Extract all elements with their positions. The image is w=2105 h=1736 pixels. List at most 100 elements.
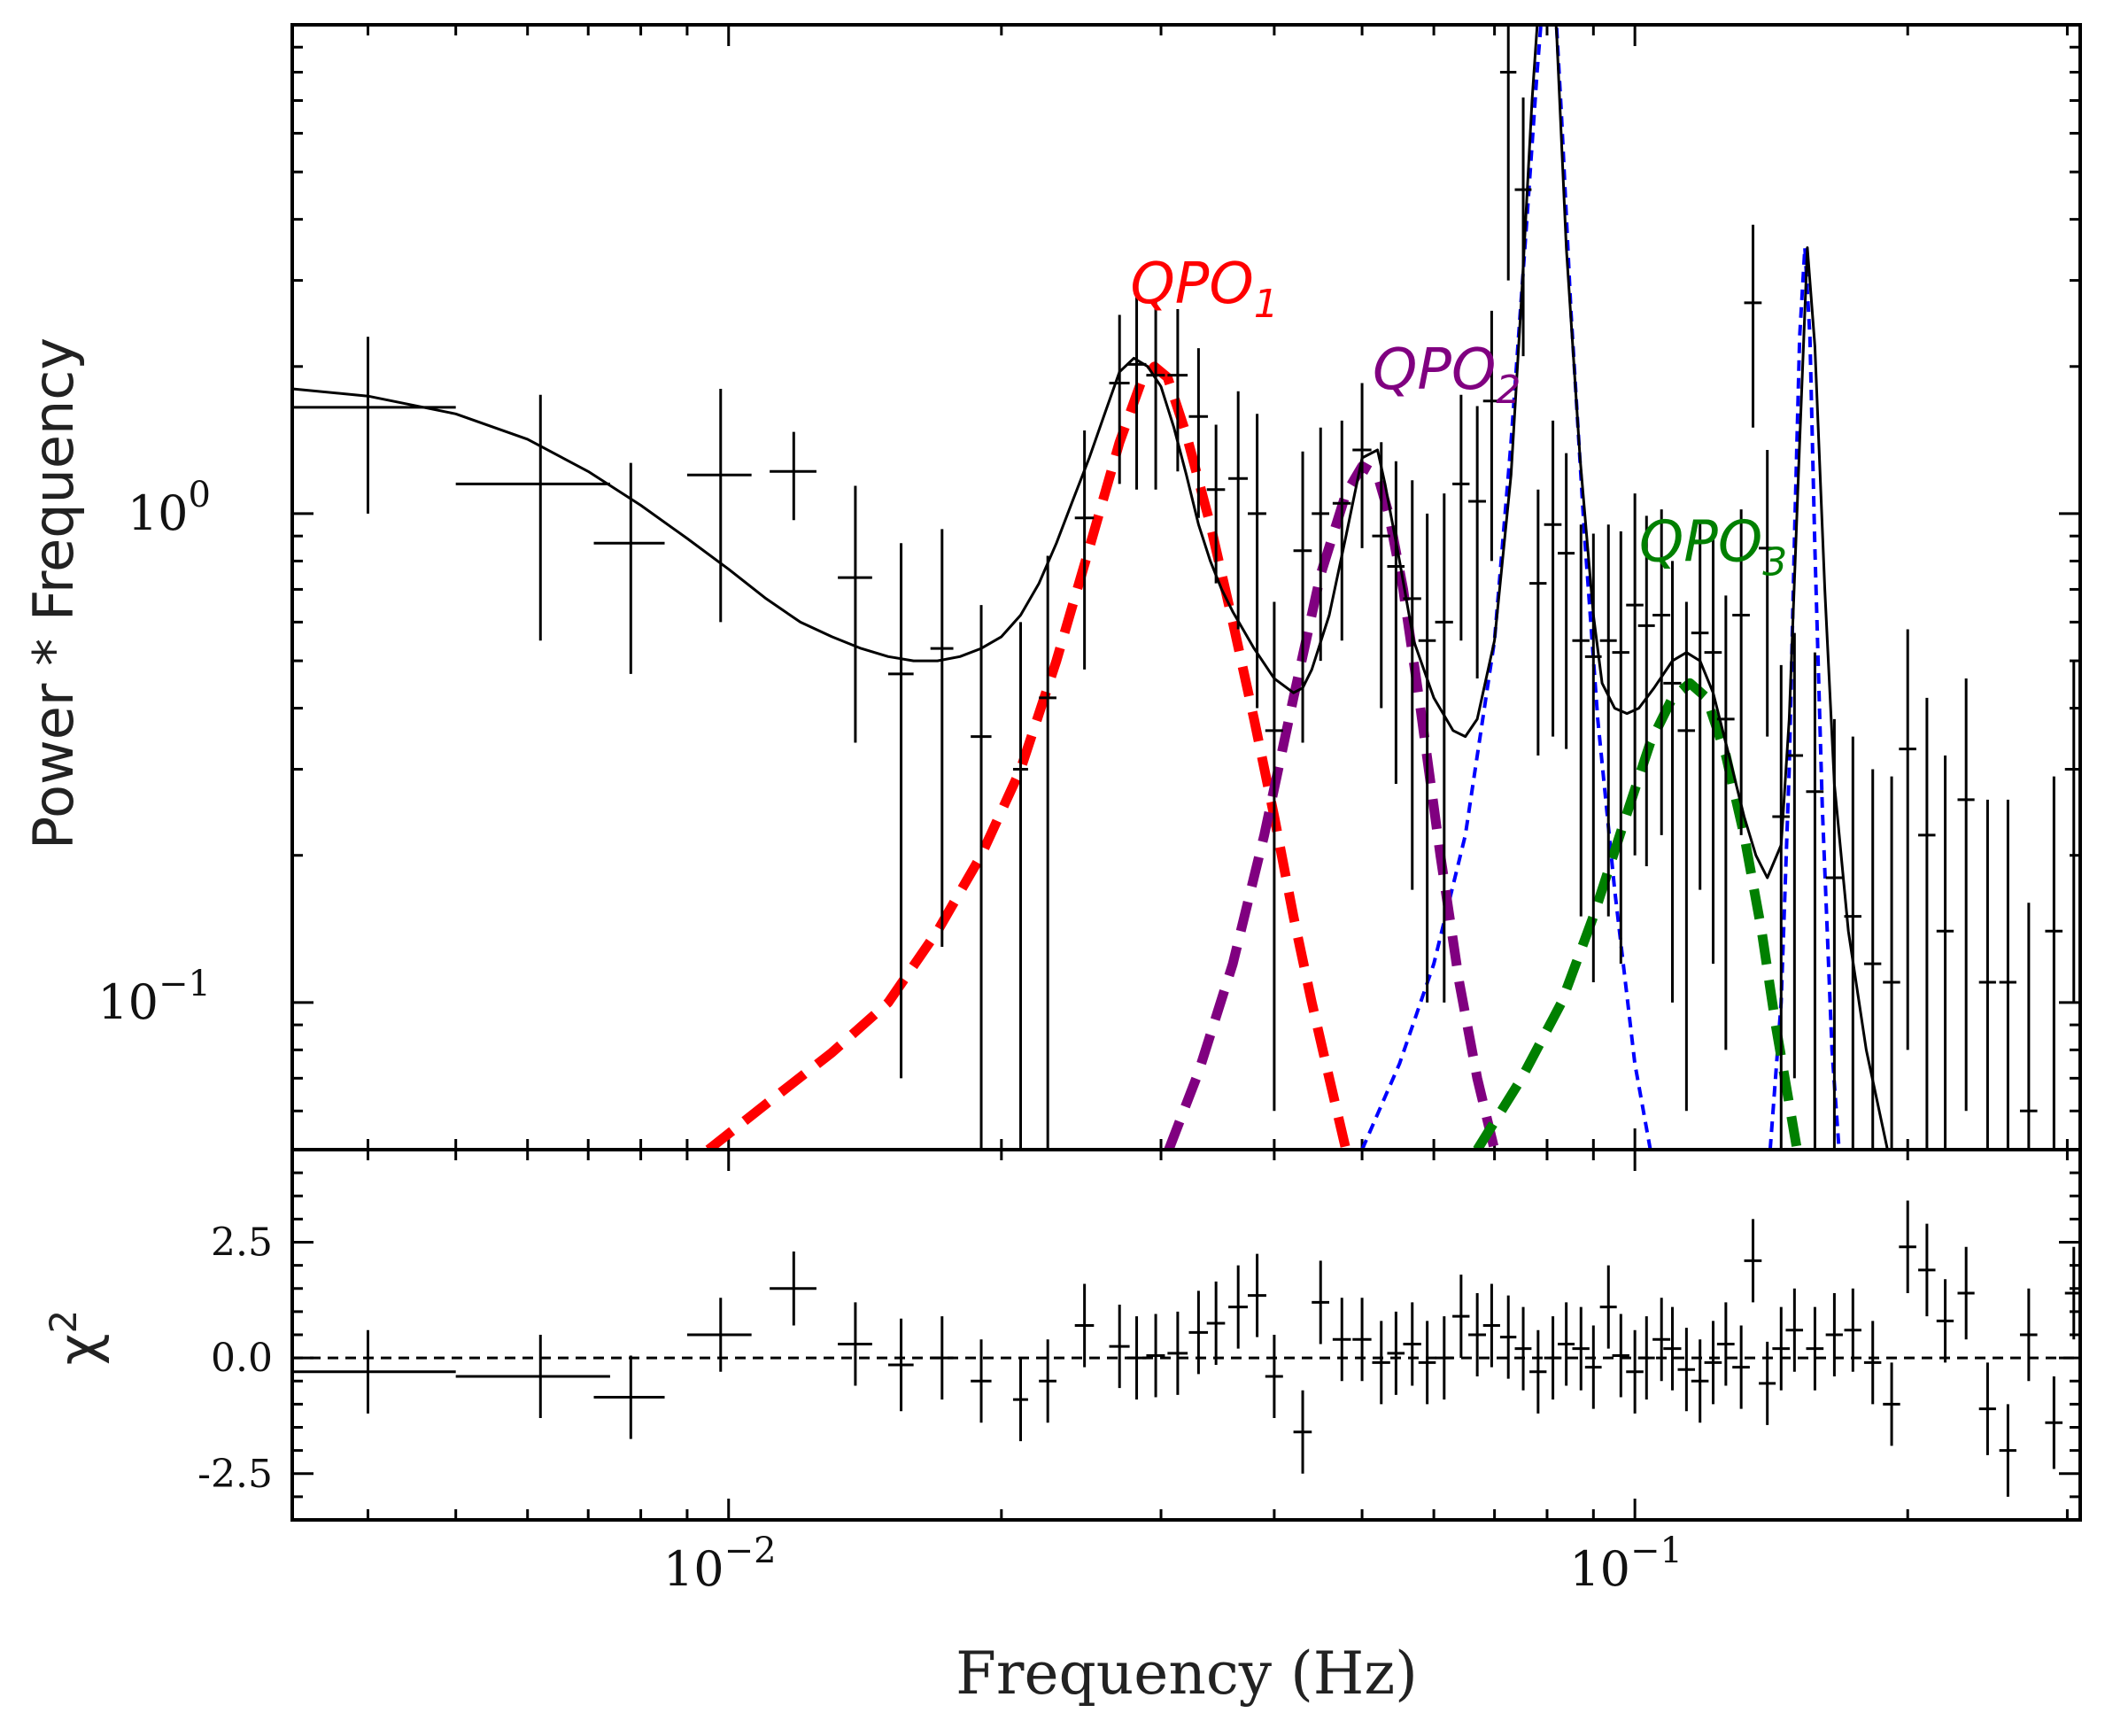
residuals-ticks <box>292 1150 2080 1520</box>
residual-point <box>1626 1329 1644 1414</box>
residual-point <box>1228 1265 1249 1349</box>
residual-point <box>292 1329 456 1414</box>
residual-y-tick-label: 0.0 <box>211 1336 273 1381</box>
residual-point <box>1039 1339 1056 1423</box>
residual-point <box>2045 1376 2063 1469</box>
data-point <box>1039 555 1056 1150</box>
residual-point <box>1529 1329 1547 1414</box>
data-point <box>593 462 665 674</box>
residual-y-tick-label: -2.5 <box>197 1452 273 1497</box>
data-point <box>1206 424 1226 584</box>
data-point <box>1785 632 1804 1079</box>
data-point <box>1468 406 1486 679</box>
residual-point <box>1499 1295 1517 1379</box>
residual-point <box>1514 1306 1532 1391</box>
residuals-y-axis-title: χ2 <box>42 1310 111 1366</box>
y-tick-label-base: 10 <box>97 974 159 1030</box>
data-point <box>1918 697 1936 1150</box>
qpo-annotation: QPO3 <box>1639 509 1787 585</box>
data-point <box>1806 652 1824 1150</box>
residual-point <box>1772 1306 1790 1391</box>
residual-point <box>838 1302 872 1386</box>
data-point <box>1265 601 1283 1112</box>
spectrum-plot-frame <box>290 23 2082 1151</box>
data-point <box>1074 430 1095 670</box>
residual-point <box>1716 1302 1735 1386</box>
residual-point <box>1883 1362 1900 1446</box>
qpo-annotation: QPO2 <box>1373 337 1521 413</box>
residual-point <box>1387 1311 1405 1395</box>
qpo-annotation-text: QPO <box>1130 252 1253 317</box>
residual-point <box>1918 1223 1936 1317</box>
data-point <box>1167 309 1188 472</box>
qpo1-curve <box>705 361 1351 1150</box>
data-point <box>686 389 752 623</box>
residual-point <box>1435 1316 1453 1400</box>
data-point <box>1637 515 1655 867</box>
residual-point <box>1652 1298 1671 1382</box>
y-tick-label: 10−1 <box>97 964 211 1030</box>
data-point <box>1514 97 1532 357</box>
residual-point <box>1999 1404 2016 1497</box>
residual-point <box>1109 1305 1130 1389</box>
data-point <box>887 543 914 1079</box>
x-tick-label-exponent: −1 <box>1630 1531 1683 1571</box>
data-point <box>1403 480 1421 890</box>
residual-point <box>1372 1321 1390 1405</box>
residual-point <box>1126 1316 1147 1400</box>
residual-point <box>1352 1298 1372 1382</box>
data-point <box>1899 629 1916 1050</box>
residual-point <box>1936 1279 1954 1363</box>
residual-point <box>1806 1306 1824 1391</box>
residual-point <box>1599 1265 1617 1349</box>
residual-point <box>1663 1306 1682 1391</box>
residual-point <box>1957 1246 1975 1340</box>
qpo-annotation-text: QPO <box>1639 509 1762 575</box>
data-point <box>1435 493 1453 1003</box>
y-tick-label: 100 <box>128 475 211 541</box>
residual-point <box>1863 1321 1882 1405</box>
data-point <box>1558 453 1575 749</box>
data-point <box>1652 509 1671 835</box>
data-point <box>1732 509 1750 835</box>
narrow2-curve <box>1768 245 1841 1150</box>
residual-point <box>1825 1292 1843 1377</box>
residual-point <box>930 1316 954 1400</box>
residual-point <box>1468 1292 1486 1377</box>
data-point <box>1332 420 1351 641</box>
residual-point <box>2019 1288 2038 1382</box>
residual-point <box>1418 1321 1436 1405</box>
x-tick-label: 10−2 <box>663 1531 777 1597</box>
qpo2-curve <box>1164 461 1499 1150</box>
residuals-y-tick-labels: 2.5 0.0 -2.5 <box>197 1221 273 1497</box>
residual-point <box>593 1355 665 1439</box>
residuals-data-points <box>292 1200 2080 1497</box>
residual-point <box>686 1298 752 1372</box>
data-point <box>770 431 816 521</box>
data-point <box>930 529 954 947</box>
residual-point <box>1584 1325 1602 1409</box>
spectrum-curves <box>292 25 1889 1150</box>
spectrum-y-tick-labels: 10−1 100 <box>97 475 211 1030</box>
qpo-annotation-text: QPO <box>1373 337 1496 403</box>
data-point <box>1978 799 1996 1150</box>
data-point <box>971 605 992 1150</box>
data-point <box>1626 493 1644 856</box>
spectrum-data-points <box>292 25 2080 1150</box>
residual-point <box>455 1335 610 1419</box>
data-point <box>1677 601 1696 1112</box>
residual-point <box>1265 1335 1283 1419</box>
data-point <box>1883 776 1900 1150</box>
residual-point <box>887 1318 914 1412</box>
data-point <box>1372 442 1390 709</box>
residual-point <box>1612 1314 1629 1398</box>
data-point <box>1499 25 1517 281</box>
data-point <box>1146 301 1165 490</box>
data-point <box>1691 520 1709 890</box>
data-point <box>1999 799 2016 1150</box>
data-point <box>1482 310 1500 562</box>
x-tick-labels: 10−2 10−1 <box>663 1531 1683 1597</box>
residual-point <box>1732 1325 1750 1409</box>
data-point <box>1844 736 1861 1150</box>
